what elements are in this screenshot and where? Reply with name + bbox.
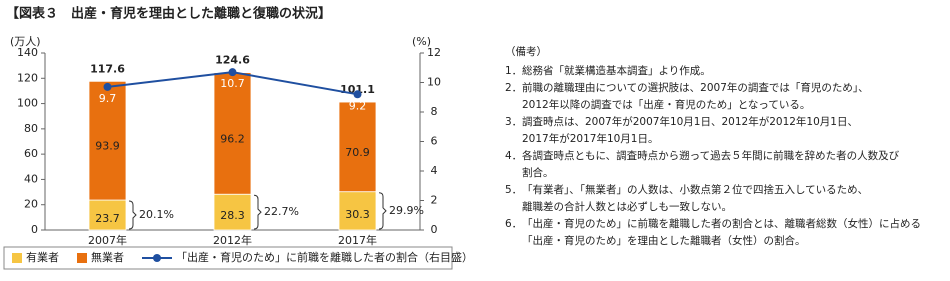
y2-tick-label: 8 — [431, 105, 438, 118]
y-tick-label: 40 — [24, 172, 38, 185]
note-number: 4． — [505, 150, 522, 162]
note-text: 割合。 — [522, 166, 554, 179]
bracket — [253, 194, 262, 230]
note-text: 離職差の合計人数とは必ずしも一致しない。 — [522, 200, 732, 213]
y2-tick-label: 12 — [427, 46, 441, 59]
y-tick-label: 80 — [24, 122, 38, 135]
line-point — [103, 82, 112, 91]
y2-tick-label: 2 — [431, 194, 438, 207]
bar-segment — [88, 199, 127, 231]
legend-label: 無業者 — [91, 250, 124, 264]
segment-value-label: 28.3 — [220, 209, 245, 222]
segment-value-label: 70.9 — [345, 146, 370, 159]
note-number: 3． — [505, 116, 522, 128]
legend-swatch — [12, 253, 22, 263]
total-label: 124.6 — [215, 53, 250, 66]
legend-swatch — [153, 254, 161, 262]
x-tick-label: 2012年 — [213, 233, 252, 247]
note-text: 「出産・育児のため」に前職を離職した者の割合とは、離職者総数（女性）に占める — [522, 217, 921, 230]
notes-heading: （備考） — [505, 45, 547, 58]
line-point — [228, 68, 237, 77]
note-number: 1． — [505, 65, 522, 77]
segment-value-label: 96.2 — [220, 132, 245, 145]
note-text: 「有業者」、「無業者」の人数は、小数点第２位で四捨五入しているため、 — [522, 183, 868, 196]
segment-value-label: 30.3 — [345, 208, 370, 221]
y-tick-label: 140 — [17, 46, 38, 59]
line-point — [353, 90, 362, 99]
y2-tick-label: 4 — [431, 164, 438, 177]
note-number: 6． — [505, 218, 522, 230]
bar-segment — [338, 101, 377, 193]
y-tick-label: 0 — [31, 223, 38, 236]
note-text: 各調査時点ともに、調査時点から遡って過去５年間に前職を辞めた者の人数及び — [522, 149, 900, 162]
y-tick-label: 120 — [17, 71, 38, 84]
legend-label: 「出産・育児のため」に前職を離職した者の割合（右目盛） — [176, 250, 473, 264]
note-text: 2017年が2017年10月1日。 — [522, 132, 658, 145]
y2-tick-label: 0 — [431, 223, 438, 236]
y2-unit-label: (%) — [412, 35, 431, 48]
figure-title: 【図表３ 出産・育児を理由とした離職と復職の状況】 — [6, 6, 331, 22]
note-text: 総務省「就業構造基本調査」より作成。 — [522, 64, 711, 77]
x-tick-label: 2007年 — [88, 233, 127, 247]
bracket-label: 29.9% — [389, 204, 424, 217]
note-text: 2012年以降の調査では「出産・育児のため」となっている。 — [522, 98, 810, 111]
bar-segment — [213, 72, 252, 195]
bar-segment — [338, 191, 377, 231]
line-value-label: 10.7 — [220, 77, 245, 90]
note-number: 5． — [505, 184, 522, 196]
y-unit-label: (万人) — [10, 35, 41, 48]
legend-label: 有業者 — [26, 250, 59, 264]
legend-swatch — [77, 253, 87, 263]
y-tick-label: 60 — [24, 147, 38, 160]
x-tick-label: 2017年 — [338, 233, 377, 247]
bracket-label: 22.7% — [264, 205, 299, 218]
line-value-label: 9.7 — [99, 92, 117, 105]
line-value-label: 9.2 — [349, 99, 367, 112]
y-tick-label: 100 — [17, 97, 38, 110]
bar-segment — [213, 193, 252, 231]
legend-box — [3, 246, 453, 270]
bracket — [378, 192, 387, 230]
note-text: 「出産・育児のため」を理由とした離職者（女性）の割合。 — [522, 234, 806, 247]
bar-segment — [88, 80, 127, 201]
note-text: 前職の離職理由についての選択肢は、2007年の調査では「育児のため」、 — [522, 81, 869, 94]
segment-value-label: 93.9 — [95, 140, 120, 153]
total-label: 117.6 — [90, 62, 125, 75]
y2-tick-label: 10 — [427, 76, 441, 89]
note-text: 調査時点は、2007年が2007年10月1日、2012年が2012年10月1日、 — [522, 115, 858, 128]
segment-value-label: 23.7 — [95, 212, 120, 225]
y2-tick-label: 6 — [431, 135, 438, 148]
bracket — [128, 200, 137, 230]
y-tick-label: 20 — [24, 198, 38, 211]
bracket-label: 20.1% — [139, 208, 174, 221]
note-number: 2． — [505, 82, 522, 94]
